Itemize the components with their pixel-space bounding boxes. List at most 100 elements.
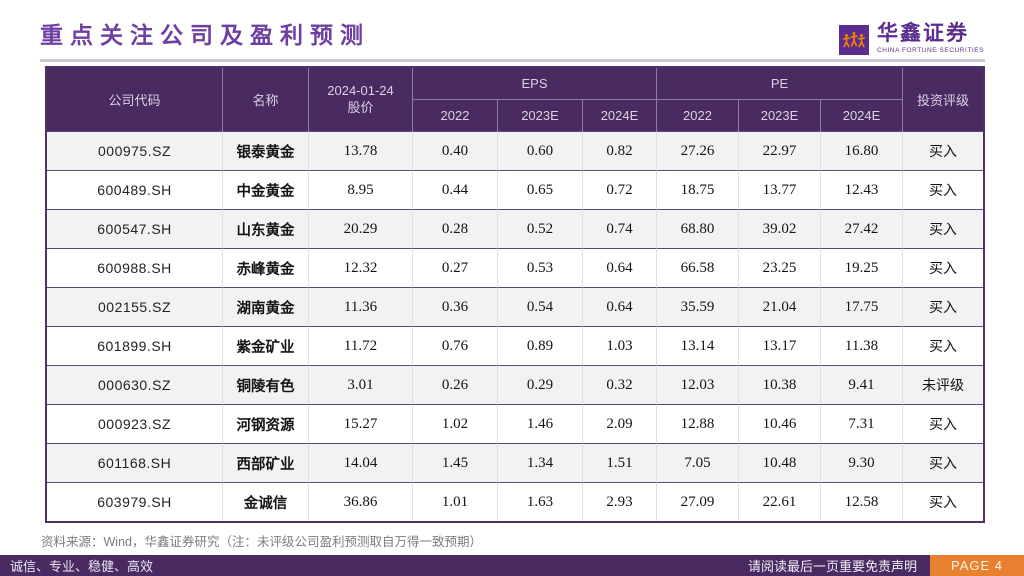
cell-pe-2024e: 12.58: [820, 482, 903, 521]
cell-eps-2024e: 1.03: [582, 326, 657, 365]
cell-eps-2024e: 0.74: [582, 209, 657, 248]
cell-company-code: 600988.SH: [47, 248, 222, 287]
cell-pe-2023e: 13.77: [738, 170, 821, 209]
cell-pe-2022: 18.75: [656, 170, 739, 209]
cell-company-name: 铜陵有色: [222, 365, 308, 404]
cell-eps-2024e: 2.93: [582, 482, 657, 521]
cell-pe-2024e: 12.43: [820, 170, 903, 209]
cell-rating: 买入: [902, 326, 984, 365]
cell-eps-2022: 1.02: [412, 404, 497, 443]
cell-price: 14.04: [308, 443, 412, 482]
logo-name-cn: 华鑫证券: [877, 22, 970, 45]
price-header-label: 股价: [347, 99, 374, 115]
cell-pe-2022: 7.05: [656, 443, 739, 482]
logo-name-en: CHINA FORTUNE SECURITIES: [877, 47, 984, 55]
cell-pe-2023e: 22.97: [738, 131, 821, 170]
cell-pe-2022: 27.09: [656, 482, 739, 521]
cell-eps-2023e: 0.65: [497, 170, 582, 209]
cell-eps-2023e: 1.46: [497, 404, 582, 443]
cell-eps-2024e: 0.82: [582, 131, 657, 170]
cell-company-code: 000975.SZ: [47, 131, 222, 170]
cell-pe-2023e: 21.04: [738, 287, 821, 326]
cell-pe-2024e: 17.75: [820, 287, 903, 326]
cell-company-code: 601168.SH: [47, 443, 222, 482]
cell-pe-2024e: 19.25: [820, 248, 903, 287]
cell-rating: 买入: [902, 443, 984, 482]
cell-eps-2023e: 0.89: [497, 326, 582, 365]
cell-pe-2023e: 10.38: [738, 365, 821, 404]
cell-company-name: 中金黄金: [222, 170, 308, 209]
cell-eps-2023e: 0.53: [497, 248, 582, 287]
cell-eps-2024e: 0.72: [582, 170, 657, 209]
cell-eps-2024e: 0.32: [582, 365, 657, 404]
table-row: 600988.SH 赤峰黄金 12.32 0.27 0.53 0.64 66.5…: [47, 248, 984, 287]
title-underline: [40, 59, 985, 62]
cell-eps-2023e: 0.52: [497, 209, 582, 248]
table-row: 000975.SZ 银泰黄金 13.78 0.40 0.60 0.82 27.2…: [47, 131, 984, 170]
footer-bar: 诚信、专业、稳健、高效 请阅读最后一页重要免责声明 PAGE 4: [0, 555, 1024, 576]
cell-pe-2023e: 39.02: [738, 209, 821, 248]
col-header-price: 2024-01-24 股价: [308, 68, 412, 131]
cell-pe-2022: 13.14: [656, 326, 739, 365]
table-row: 603979.SH 金诚信 36.86 1.01 1.63 2.93 27.09…: [47, 482, 984, 521]
page-title: 重点关注公司及盈利预测: [40, 22, 370, 48]
cell-rating: 买入: [902, 131, 984, 170]
cell-company-name: 赤峰黄金: [222, 248, 308, 287]
table-row: 601168.SH 西部矿业 14.04 1.45 1.34 1.51 7.05…: [47, 443, 984, 482]
cell-pe-2022: 66.58: [656, 248, 739, 287]
cell-price: 11.36: [308, 287, 412, 326]
cell-company-name: 西部矿业: [222, 443, 308, 482]
cell-company-name: 银泰黄金: [222, 131, 308, 170]
cell-rating: 买入: [902, 287, 984, 326]
cell-pe-2022: 12.03: [656, 365, 739, 404]
cell-price: 12.32: [308, 248, 412, 287]
col-group-pe: PE: [656, 68, 903, 100]
price-header-date: 2024-01-24: [327, 83, 394, 99]
table-row: 601899.SH 紫金矿业 11.72 0.76 0.89 1.03 13.1…: [47, 326, 984, 365]
cell-eps-2024e: 1.51: [582, 443, 657, 482]
cell-rating: 买入: [902, 482, 984, 521]
cell-company-code: 603979.SH: [47, 482, 222, 521]
cell-eps-2023e: 0.29: [497, 365, 582, 404]
footer-slogan: 诚信、专业、稳健、高效: [10, 559, 154, 574]
cell-pe-2024e: 11.38: [820, 326, 903, 365]
cell-eps-2022: 1.01: [412, 482, 497, 521]
cell-eps-2023e: 0.54: [497, 287, 582, 326]
cell-eps-2022: 1.45: [412, 443, 497, 482]
cell-company-code: 000923.SZ: [47, 404, 222, 443]
cell-eps-2024e: 0.64: [582, 248, 657, 287]
cell-price: 15.27: [308, 404, 412, 443]
cell-rating: 买入: [902, 170, 984, 209]
source-note: 资料来源：Wind，华鑫证券研究（注：未评级公司盈利预测取自万得一致预期）: [41, 535, 482, 549]
logo-text: 华鑫证券 CHINA FORTUNE SECURITIES: [877, 22, 984, 54]
col-header-eps-2023e: 2023E: [497, 100, 582, 131]
table-body: 000975.SZ 银泰黄金 13.78 0.40 0.60 0.82 27.2…: [47, 131, 984, 521]
cell-company-code: 600489.SH: [47, 170, 222, 209]
company-logo: 华鑫证券 CHINA FORTUNE SECURITIES: [839, 22, 984, 55]
col-header-code: 公司代码: [47, 68, 222, 131]
table-row: 600489.SH 中金黄金 8.95 0.44 0.65 0.72 18.75…: [47, 170, 984, 209]
cell-company-code: 600547.SH: [47, 209, 222, 248]
table-row: 600547.SH 山东黄金 20.29 0.28 0.52 0.74 68.8…: [47, 209, 984, 248]
page-number-badge: PAGE 4: [930, 555, 1024, 576]
cell-eps-2022: 0.26: [412, 365, 497, 404]
cell-rating: 买入: [902, 248, 984, 287]
cell-company-code: 601899.SH: [47, 326, 222, 365]
footer-disclaimer: 请阅读最后一页重要免责声明: [747, 559, 917, 574]
col-header-eps-2022: 2022: [412, 100, 497, 131]
cell-company-name: 湖南黄金: [222, 287, 308, 326]
cell-eps-2024e: 0.64: [582, 287, 657, 326]
table-row: 002155.SZ 湖南黄金 11.36 0.36 0.54 0.64 35.5…: [47, 287, 984, 326]
logo-mark-icon: [839, 25, 870, 55]
cell-rating: 未评级: [902, 365, 984, 404]
cell-company-code: 000630.SZ: [47, 365, 222, 404]
cell-pe-2024e: 27.42: [820, 209, 903, 248]
table-row: 000923.SZ 河钢资源 15.27 1.02 1.46 2.09 12.8…: [47, 404, 984, 443]
col-header-pe-2024e: 2024E: [820, 100, 903, 131]
cell-pe-2023e: 13.17: [738, 326, 821, 365]
table-header: 公司代码 名称 2024-01-24 股价 EPS PE 投资评级 2022 2…: [47, 68, 984, 131]
cell-eps-2022: 0.40: [412, 131, 497, 170]
cell-price: 3.01: [308, 365, 412, 404]
col-header-rating: 投资评级: [902, 68, 984, 131]
